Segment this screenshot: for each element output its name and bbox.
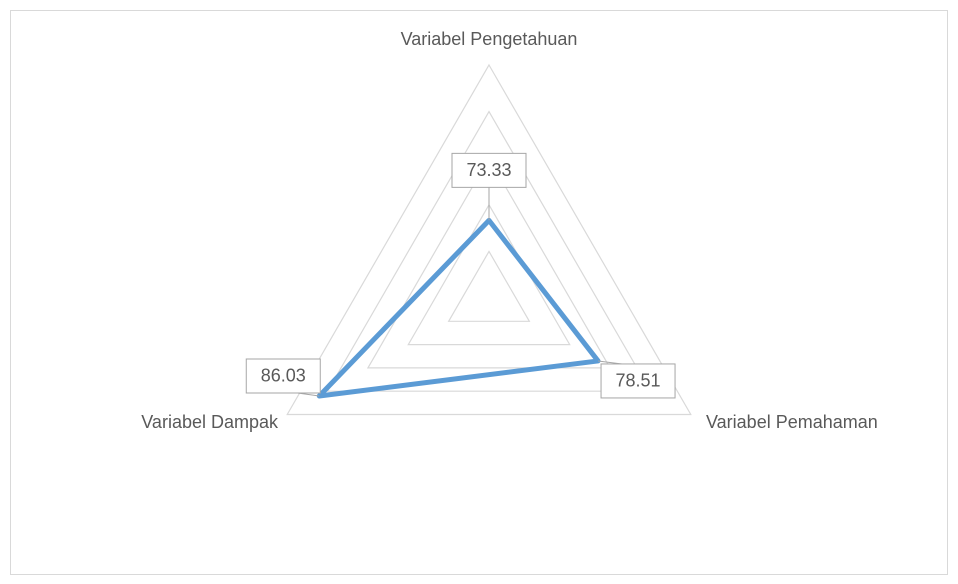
grid-ring	[366, 156, 612, 369]
data-label: 78.51	[616, 371, 661, 391]
chart-border	[10, 10, 948, 575]
data-label-box	[245, 358, 321, 394]
data-label: 73.33	[466, 160, 511, 180]
category-label: Variabel Pengetahuan	[401, 29, 578, 49]
data-label: 86.03	[261, 366, 306, 386]
data-label-box	[451, 152, 527, 188]
grid-ring	[286, 63, 692, 416]
grid-ring	[447, 250, 531, 322]
category-label: Variabel Dampak	[141, 412, 279, 432]
category-label: Variabel Pemahaman	[706, 412, 878, 432]
grid-ring	[326, 110, 652, 392]
data-label-box	[600, 363, 676, 399]
series-line	[316, 217, 601, 399]
